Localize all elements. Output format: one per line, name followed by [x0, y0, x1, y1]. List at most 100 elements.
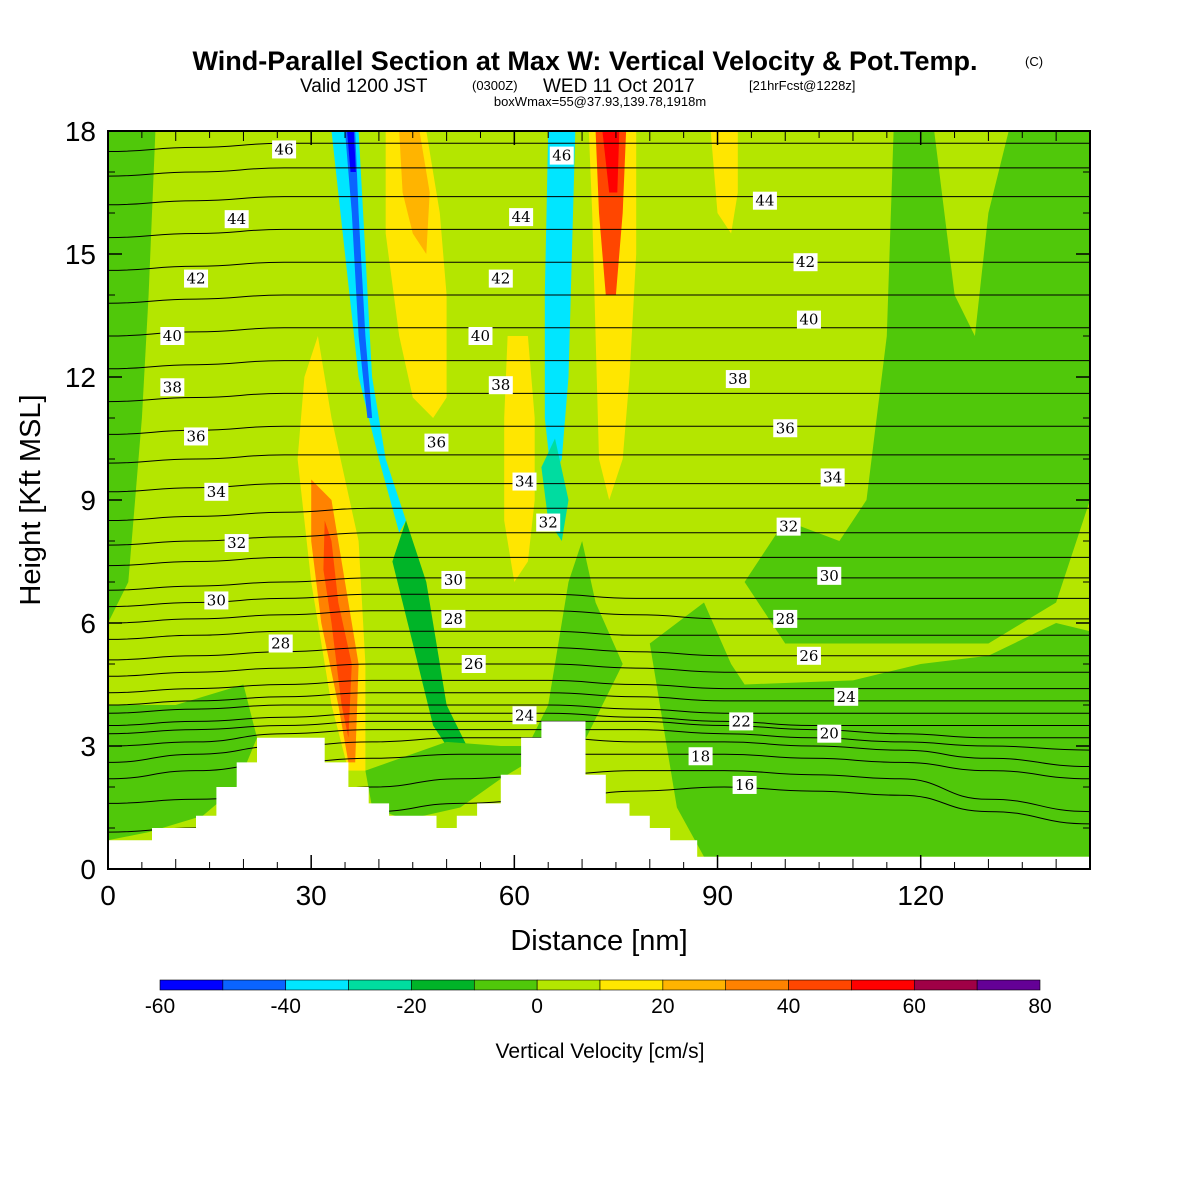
colorbar-tick-label: 20 [651, 995, 674, 1018]
isentrope-label: 28 [268, 634, 293, 653]
svg-text:32: 32 [779, 518, 798, 536]
svg-text:36: 36 [776, 419, 795, 437]
isentrope-line [108, 261, 1090, 271]
svg-text:34: 34 [207, 483, 226, 501]
isentrope-line [108, 577, 1090, 591]
isentrope-label: 20 [817, 724, 842, 743]
y-tick-label: 0 [80, 854, 96, 885]
isentrope-line [108, 483, 1090, 493]
colorbar-swatch [662, 979, 727, 991]
svg-text:44: 44 [512, 208, 531, 226]
y-tick-label: 18 [65, 116, 96, 147]
isentrope-label: 24 [834, 687, 859, 706]
velocity-band [744, 131, 1090, 644]
velocity-band [710, 131, 738, 234]
isentrope-label: 30 [817, 566, 842, 585]
chart-title: Wind-Parallel Section at Max W: Vertical… [193, 46, 978, 76]
isentrope-label: 46 [549, 146, 574, 165]
isentrope-line [108, 360, 1090, 370]
colorbar-swatch [473, 979, 538, 991]
isentrope-label: 36 [184, 427, 209, 446]
colorbar-swatch [788, 979, 852, 991]
isentrope-label: 26 [796, 646, 821, 665]
velocity-band [649, 602, 1090, 857]
isentrope-label: 34 [204, 482, 229, 501]
x-tick-label: 120 [897, 880, 944, 911]
forecast-info: [21hrFcst@1228z] [749, 78, 855, 93]
colorbar-tick-label: 0 [531, 995, 543, 1018]
colorbar-swatch [913, 979, 978, 991]
colorbar-swatch [599, 979, 664, 991]
svg-text:28: 28 [271, 635, 290, 653]
x-axis-label: Distance [nm] [510, 925, 687, 957]
isentrope-label: 38 [160, 378, 185, 397]
isentrope-label: 38 [725, 370, 750, 389]
isentrope-label: 36 [424, 433, 449, 452]
velocity-band [399, 131, 430, 254]
isentrope-label: 40 [160, 327, 185, 345]
colorbar-swatch [976, 979, 1041, 991]
svg-text:26: 26 [464, 655, 483, 673]
svg-text:44: 44 [755, 192, 774, 210]
isentrope-labels: 46 46 44 44 44 42 42 42 40 40 40 38 38 38 36 36 36 34 34 34… [160, 140, 859, 794]
svg-text:46: 46 [275, 140, 294, 158]
isentrope-label: 42 [184, 269, 209, 288]
valid-time-prefix: Valid 1200 JST [300, 76, 428, 97]
y-tick-label: 3 [80, 731, 96, 762]
velocity-band [504, 336, 535, 582]
isentrope-line [108, 729, 1090, 751]
velocity-band [345, 131, 373, 418]
svg-text:30: 30 [820, 567, 839, 585]
colorbar-swatch [348, 979, 412, 991]
colorbar-tick-label: 60 [903, 995, 926, 1018]
y-tick-label: 15 [65, 239, 96, 270]
svg-text:40: 40 [799, 311, 818, 329]
svg-text:26: 26 [799, 647, 818, 665]
isentrope-line [108, 228, 1090, 239]
colorbar-tick-label: 80 [1028, 995, 1051, 1018]
isentrope-line [108, 712, 1090, 727]
isentrope-label: 36 [773, 419, 798, 438]
colorbar-tick-label: 40 [777, 995, 800, 1018]
x-tick-label: 60 [499, 880, 530, 911]
svg-text:40: 40 [163, 327, 182, 345]
isentrope-label: 18 [688, 747, 713, 766]
svg-text:42: 42 [186, 270, 205, 288]
isentrope-line [108, 556, 1090, 567]
svg-text:34: 34 [515, 473, 534, 491]
isentrope-label: 42 [793, 253, 818, 272]
isentrope-line [108, 196, 1090, 206]
colorbar-tick-label: -20 [396, 995, 426, 1018]
isentrope-label: 32 [776, 517, 801, 536]
isentrope-label: 32 [224, 534, 249, 553]
colorbar-swatch [725, 979, 789, 991]
y-axis-label: Height [Kft MSL] [15, 394, 47, 605]
y-tick-label: 12 [65, 362, 96, 393]
svg-text:40: 40 [471, 327, 490, 345]
isentrope-label: 22 [729, 712, 754, 731]
colorbar-swatch [159, 979, 224, 991]
isentrope-line [108, 720, 1090, 739]
velocity-band [595, 131, 627, 295]
isentrope-label: 30 [441, 570, 466, 589]
velocity-band [323, 520, 352, 738]
isentrope-label: 40 [796, 310, 821, 329]
isentrope-label: 44 [509, 208, 534, 227]
svg-text:36: 36 [186, 427, 205, 445]
isentrope-label: 28 [441, 609, 466, 628]
box-max-info: boxWmax=55@37.93,139.78,1918m [494, 94, 706, 109]
isentrope-line [108, 392, 1090, 403]
isentrope-line [108, 507, 1090, 521]
svg-text:36: 36 [427, 434, 446, 452]
x-tick-label: 0 [100, 880, 116, 911]
copyright-mark: (C) [1025, 54, 1043, 69]
isentrope-line [108, 704, 1090, 714]
colorbar-tick-label: -60 [145, 995, 175, 1018]
velocity-band [392, 520, 467, 767]
svg-text:30: 30 [444, 571, 463, 589]
velocity-band [331, 131, 406, 533]
svg-text:38: 38 [491, 376, 510, 394]
svg-text:32: 32 [227, 534, 246, 552]
